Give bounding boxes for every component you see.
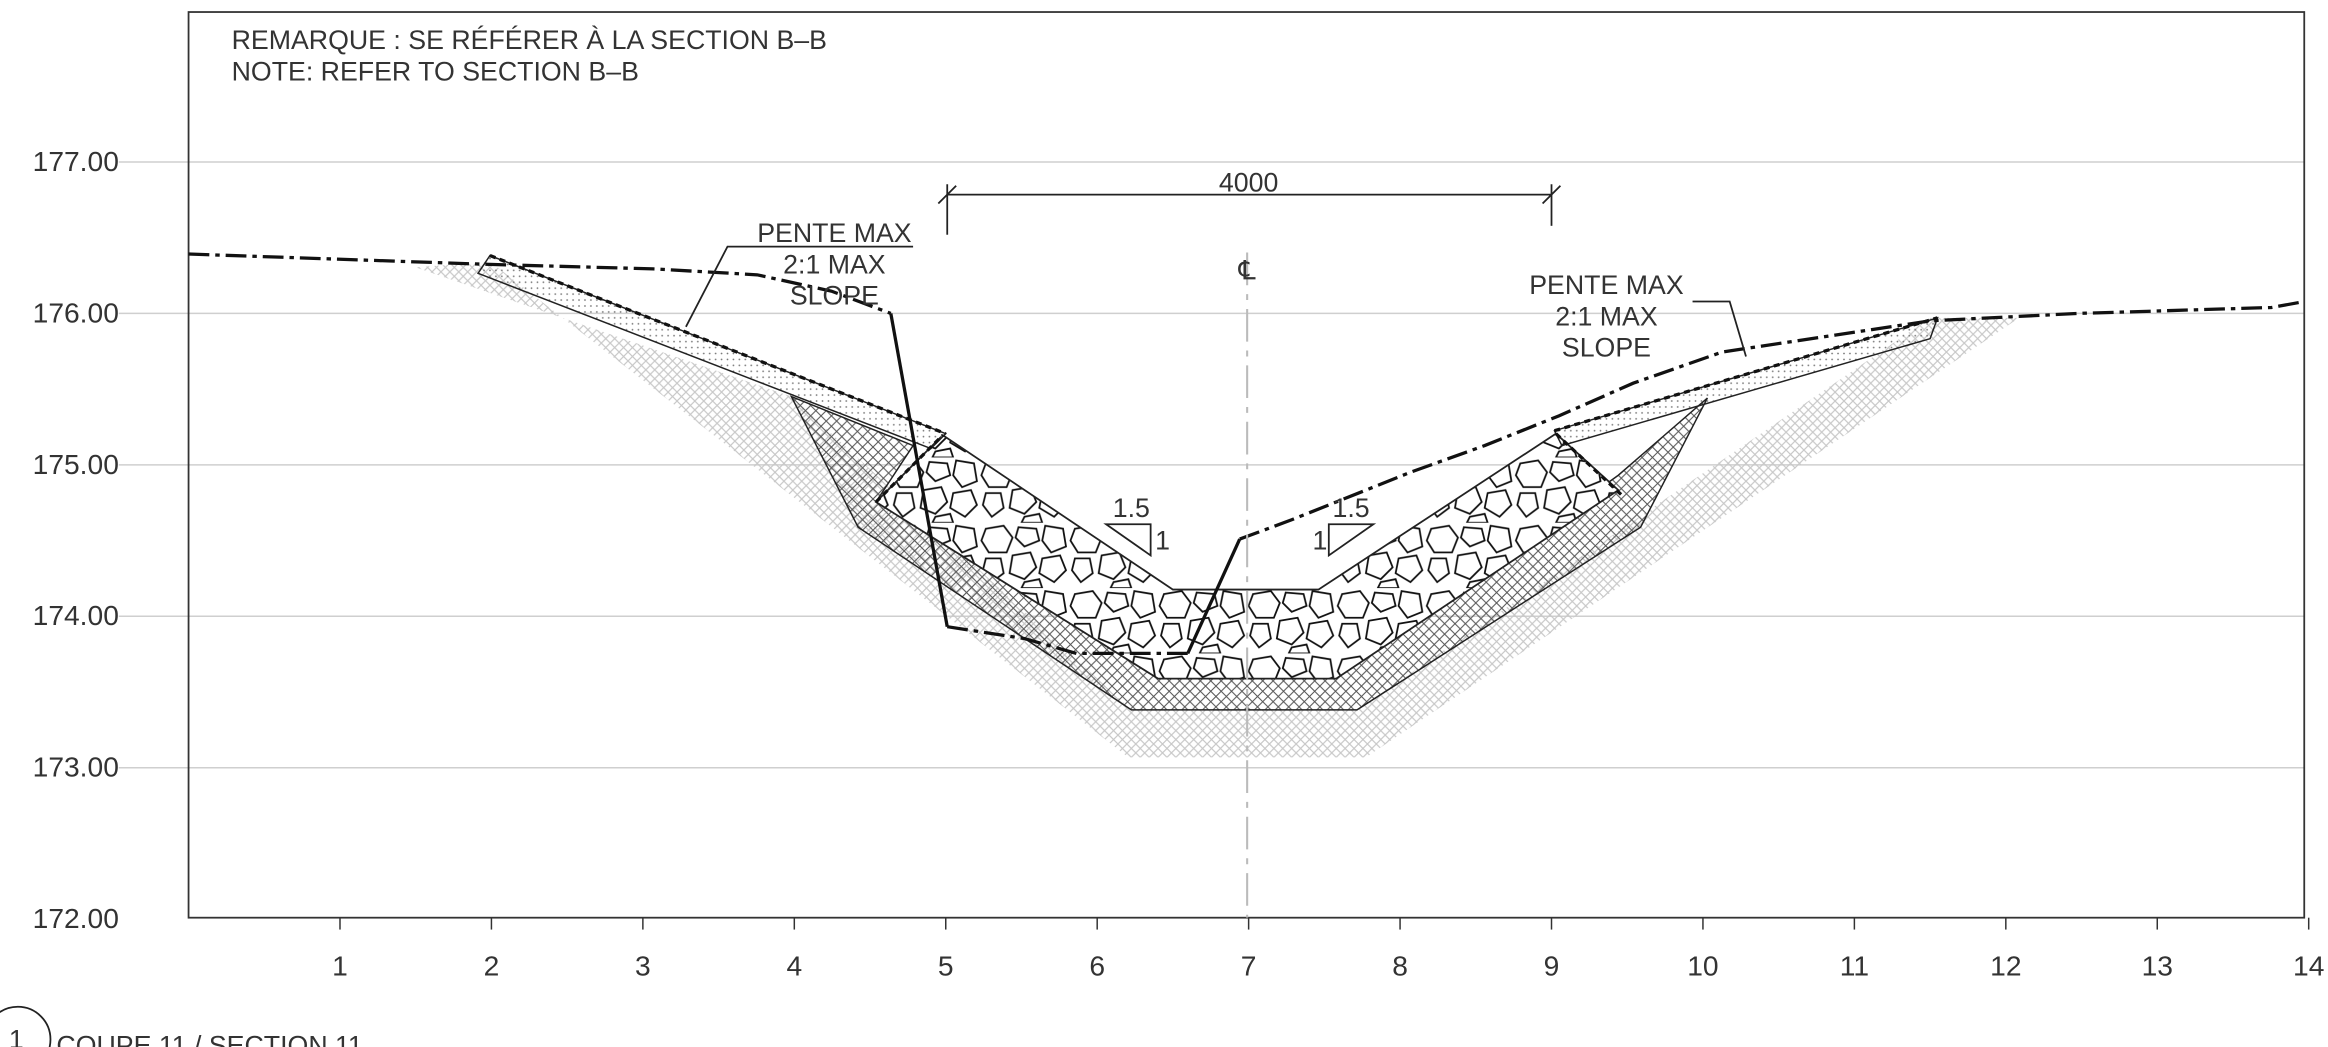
x-label: 13 (2142, 950, 2173, 982)
x-label: 8 (1392, 950, 1408, 982)
backfill (415, 261, 2020, 758)
x-label: 1 (332, 950, 348, 982)
centerline-symbol: ℄ (1238, 255, 1257, 285)
ratio-rise: 1 (1312, 525, 1327, 555)
slope-note: 2:1 MAX (1555, 301, 1658, 331)
ratio-rise: 1 (1155, 525, 1170, 555)
ratio-run: 1.5 (1332, 493, 1369, 523)
grid (118, 161, 2305, 769)
x-label: 5 (938, 950, 954, 982)
y-label: 173.00 (33, 751, 119, 783)
y-label: 172.00 (33, 902, 119, 934)
section-number: 1 (9, 1024, 24, 1047)
x-label: 12 (1990, 950, 2021, 982)
existing-ground (188, 252, 2305, 656)
slope-note: SLOPE (1562, 332, 1651, 362)
y-label: 174.00 (33, 599, 119, 631)
y-label: 176.00 (33, 296, 119, 328)
x-label: 2 (484, 950, 500, 982)
slope-note: SLOPE (790, 281, 879, 311)
ratio-run: 1.5 (1113, 493, 1150, 523)
y-label: 175.00 (33, 448, 119, 480)
x-label: 10 (1687, 950, 1718, 982)
slope-note: PENTE MAX (1529, 270, 1684, 300)
slope-note: PENTE MAX (757, 218, 912, 248)
x-label: 7 (1241, 950, 1257, 982)
y-label: 177.00 (33, 145, 119, 177)
slope-note: 2:1 MAX (783, 249, 886, 279)
dimension-label: 4000 (1219, 168, 1278, 198)
x-label: 6 (1089, 950, 1105, 982)
x-label: 9 (1544, 950, 1560, 982)
x-label: 3 (635, 950, 651, 982)
x-label: 14 (2293, 950, 2324, 982)
topsoil-right (1553, 316, 1939, 447)
bedding (789, 395, 1709, 711)
note: REMARQUE : SE RÉFÉRER À LA SECTION B–B (232, 25, 827, 55)
dimension (937, 184, 1562, 235)
note: NOTE: REFER TO SECTION B–B (232, 56, 639, 86)
x-label: 4 (786, 950, 802, 982)
x-label: 11 (1840, 950, 1869, 982)
section-title: COUPE 11 / SECTION 11 (56, 1030, 362, 1047)
